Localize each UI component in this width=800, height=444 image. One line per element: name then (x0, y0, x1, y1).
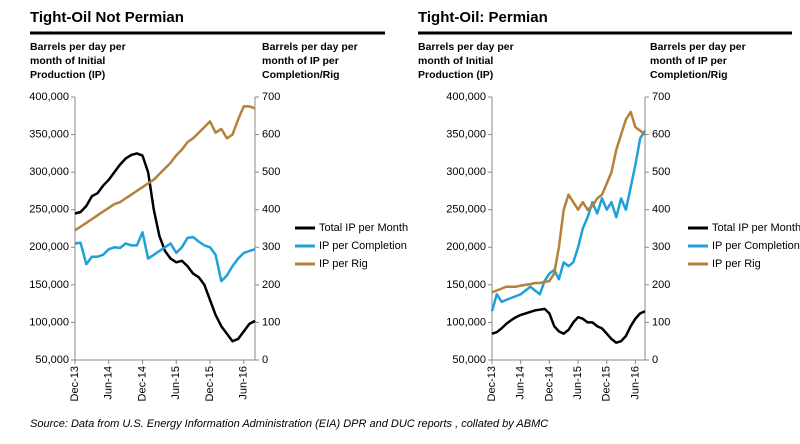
y-tick-label: 100,000 (446, 316, 486, 328)
y2-tick-label: 600 (652, 128, 670, 140)
y-axis-label: Production (IP) (30, 69, 105, 81)
y2-axis-label: month of IP per (262, 55, 339, 67)
y2-axis-label: Barrels per day per (650, 41, 746, 53)
y-axis-label: Barrels per day per (30, 41, 126, 53)
series-line (74, 231, 256, 283)
y-tick-label: 200,000 (446, 241, 486, 253)
x-tick-label: Jun-14 (103, 366, 115, 400)
y2-axis-label: Completion/Rig (650, 69, 728, 81)
x-tick-label: Jun-15 (170, 366, 182, 400)
x-tick-label: Dec-15 (204, 366, 216, 401)
x-tick-label: Jun-16 (629, 366, 641, 400)
y2-axis-label: month of IP per (650, 55, 727, 67)
y-tick-label: 200,000 (29, 241, 69, 253)
y2-tick-label: 400 (262, 204, 280, 216)
y-tick-label: 150,000 (446, 279, 486, 291)
y2-tick-label: 200 (652, 279, 670, 291)
x-tick-label: Jun-15 (572, 366, 584, 400)
y2-tick-label: 300 (262, 241, 280, 253)
y2-tick-label: 100 (262, 316, 280, 328)
chart-title: Tight-Oil: Permian (418, 9, 548, 26)
y-tick-label: 50,000 (452, 354, 486, 366)
legend-label: IP per Completion (712, 240, 800, 252)
series-line (74, 152, 256, 343)
y-tick-label: 400,000 (446, 91, 486, 103)
legend-label: IP per Rig (712, 258, 761, 270)
y2-tick-label: 700 (262, 91, 280, 103)
y-tick-label: 250,000 (446, 204, 486, 216)
x-tick-label: Dec-14 (136, 366, 148, 401)
y2-tick-label: 600 (262, 128, 280, 140)
y-tick-label: 300,000 (29, 166, 69, 178)
chart-title: Tight-Oil Not Permian (30, 9, 184, 26)
x-tick-label: Dec-13 (69, 366, 81, 401)
y2-tick-label: 300 (652, 241, 670, 253)
legend-label: Total IP per Month (319, 222, 408, 234)
y-tick-label: 300,000 (446, 166, 486, 178)
y-axis-label: Barrels per day per (418, 41, 514, 53)
y-axis-label: month of Initial (30, 55, 105, 67)
y2-tick-label: 400 (652, 204, 670, 216)
y-tick-label: 50,000 (35, 354, 69, 366)
series-line (74, 105, 256, 232)
x-tick-label: Dec-14 (543, 366, 555, 401)
series-line (491, 110, 646, 294)
legend-label: Total IP per Month (712, 222, 800, 234)
y2-tick-label: 0 (262, 354, 268, 366)
x-tick-label: Jun-14 (515, 366, 527, 400)
legend-label: IP per Completion (319, 240, 407, 252)
y-tick-label: 250,000 (29, 204, 69, 216)
y2-tick-label: 100 (652, 316, 670, 328)
y2-tick-label: 500 (652, 166, 670, 178)
y-axis-label: month of Initial (418, 55, 493, 67)
y-tick-label: 100,000 (29, 316, 69, 328)
y2-tick-label: 0 (652, 354, 658, 366)
y2-axis-label: Barrels per day per (262, 41, 358, 53)
x-tick-label: Dec-15 (601, 366, 613, 401)
y-tick-label: 350,000 (446, 128, 486, 140)
legend-label: IP per Rig (319, 258, 368, 270)
series-line (491, 307, 646, 344)
y-tick-label: 400,000 (29, 91, 69, 103)
y-tick-label: 350,000 (29, 128, 69, 140)
x-tick-label: Dec-13 (486, 366, 498, 401)
y2-axis-label: Completion/Rig (262, 69, 340, 81)
y2-tick-label: 200 (262, 279, 280, 291)
y2-tick-label: 500 (262, 166, 280, 178)
source-note: Source: Data from U.S. Energy Informatio… (30, 418, 548, 430)
y-tick-label: 150,000 (29, 279, 69, 291)
x-tick-label: Jun-16 (238, 366, 250, 400)
y-axis-label: Production (IP) (418, 69, 493, 81)
series-line (490, 130, 647, 312)
y2-tick-label: 700 (652, 91, 670, 103)
